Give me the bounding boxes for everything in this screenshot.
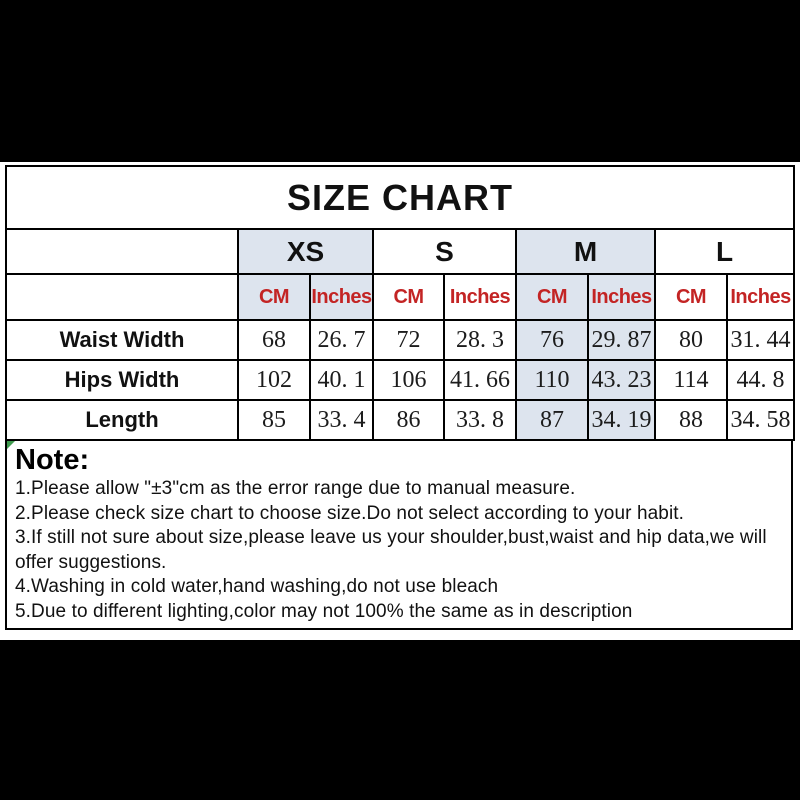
data-cell: 29. 87 [587, 319, 656, 361]
data-cell: 33. 4 [309, 399, 374, 441]
size-header-l: L [653, 228, 796, 275]
data-cell: 68 [237, 319, 311, 361]
data-cell: 86 [372, 399, 445, 441]
data-cell: 28. 3 [443, 319, 517, 361]
unit-header-m-inches: Inches [587, 273, 656, 321]
data-cell: 31. 44 [725, 319, 796, 361]
row-label-waist: Waist Width [5, 319, 239, 361]
corner-cell [5, 273, 239, 321]
data-cell: 110 [515, 359, 589, 401]
data-cell: 76 [515, 319, 589, 361]
unit-header-l-cm: CM [654, 273, 728, 321]
size-header-s: S [372, 228, 517, 275]
data-cell: 85 [237, 399, 311, 441]
data-cell: 26. 7 [309, 319, 374, 361]
data-cell: 41. 66 [443, 359, 517, 401]
data-cell: 88 [654, 399, 728, 441]
data-cell: 106 [372, 359, 445, 401]
data-cell: 44. 8 [725, 359, 796, 401]
data-cell: 34. 19 [587, 399, 656, 441]
note-box: Note: 1.Please allow "±3"cm as the error… [5, 441, 793, 630]
note-line: 3.If still not sure about size,please le… [15, 527, 767, 573]
size-chart-title: SIZE CHART [4, 165, 796, 230]
note-line: 4.Washing in cold water,hand washing,do … [15, 576, 499, 598]
size-chart-content: SIZE CHART XS S M L CM Inches CM Inches … [0, 162, 800, 640]
row-label-hips: Hips Width [5, 359, 239, 401]
bottom-letterbox-bar [0, 640, 800, 800]
table-row-hips: Hips Width 102 40. 1 106 41. 66 110 43. … [5, 359, 796, 401]
unit-header-m-cm: CM [515, 273, 589, 321]
data-cell: 33. 8 [443, 399, 517, 441]
data-cell: 87 [515, 399, 589, 441]
row-label-length: Length [5, 399, 239, 441]
size-header-xs: XS [237, 228, 374, 275]
data-cell: 72 [372, 319, 445, 361]
note-line: 1.Please allow "±3"cm as the error range… [15, 478, 576, 499]
data-cell: 40. 1 [309, 359, 374, 401]
note-line: 5.Due to different lighting,color may no… [15, 600, 633, 622]
size-chart-table: SIZE CHART XS S M L CM Inches CM Inches … [4, 165, 796, 441]
unit-header-s-cm: CM [372, 273, 445, 321]
data-cell: 102 [237, 359, 311, 401]
corner-cell [5, 228, 239, 275]
size-header-m: M [515, 228, 656, 275]
unit-header-s-inches: Inches [443, 273, 517, 321]
note-heading: Note: [15, 444, 90, 476]
table-row-waist: Waist Width 68 26. 7 72 28. 3 76 29. 87 … [5, 319, 796, 361]
data-cell: 114 [654, 359, 728, 401]
excel-corner-marker-icon [7, 441, 15, 449]
data-cell: 80 [654, 319, 728, 361]
unit-header-xs-cm: CM [237, 273, 311, 321]
note-line: 2.Please check size chart to choose size… [15, 502, 685, 524]
top-letterbox-bar [0, 0, 800, 162]
data-cell: 43. 23 [587, 359, 656, 401]
unit-header-l-inches: Inches [725, 273, 796, 321]
data-cell: 34. 58 [725, 399, 796, 441]
unit-header-xs-inches: Inches [309, 273, 374, 321]
table-row-length: Length 85 33. 4 86 33. 8 87 34. 19 88 34… [5, 399, 796, 441]
